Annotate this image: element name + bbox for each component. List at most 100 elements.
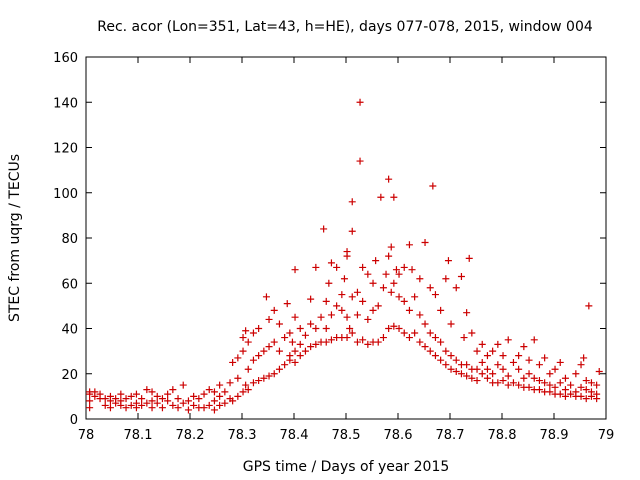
data-point (239, 347, 247, 355)
data-point (572, 388, 580, 396)
data-point (567, 390, 575, 398)
data-point (260, 374, 268, 382)
data-point (520, 343, 528, 351)
data-point (593, 390, 601, 398)
data-point (288, 338, 296, 346)
data-point (281, 334, 289, 342)
data-point (483, 352, 491, 360)
data-point (216, 401, 224, 409)
data-point (291, 266, 299, 274)
data-point (122, 404, 130, 412)
data-point (525, 383, 533, 391)
data-point (307, 320, 315, 328)
data-point (242, 327, 250, 335)
data-point (556, 379, 564, 387)
data-point (395, 270, 403, 278)
data-point (593, 381, 601, 389)
data-point (234, 392, 242, 400)
data-point (535, 361, 543, 369)
data-point (112, 395, 120, 403)
x-tick-label: 78.2 (176, 428, 205, 443)
data-point (473, 347, 481, 355)
chart-title: Rec. acor (Lon=351, Lat=43, h=HE), days … (97, 19, 593, 35)
data-point (190, 401, 198, 409)
data-point (561, 392, 569, 400)
data-point (447, 365, 455, 373)
data-point (465, 254, 473, 262)
data-point (359, 297, 367, 305)
data-point (372, 257, 380, 265)
data-point (226, 379, 234, 387)
data-point (255, 352, 263, 360)
data-point (478, 358, 486, 366)
data-point (148, 397, 156, 405)
data-point (322, 297, 330, 305)
data-point (353, 311, 361, 319)
data-point (312, 263, 320, 271)
data-point (327, 259, 335, 267)
data-point (483, 365, 491, 373)
data-point (395, 293, 403, 301)
data-point (179, 399, 187, 407)
y-tick-label: 120 (53, 142, 78, 157)
data-point (468, 329, 476, 337)
data-point (312, 340, 320, 348)
data-point (411, 293, 419, 301)
data-point (270, 306, 278, 314)
data-point (270, 338, 278, 346)
data-point (210, 397, 218, 405)
data-point (127, 392, 135, 400)
data-point (447, 352, 455, 360)
data-point (530, 374, 538, 382)
data-point (239, 334, 247, 342)
data-point (400, 297, 408, 305)
data-point (260, 347, 268, 355)
data-point (561, 386, 569, 394)
data-point (582, 386, 590, 394)
data-point (286, 329, 294, 337)
data-point (153, 399, 161, 407)
data-point (561, 374, 569, 382)
data-point (463, 309, 471, 317)
data-point (489, 347, 497, 355)
data-point (494, 340, 502, 348)
data-point (286, 352, 294, 360)
data-point (478, 370, 486, 378)
data-point (385, 252, 393, 260)
data-point (296, 325, 304, 332)
data-point (138, 401, 146, 409)
data-point (395, 325, 403, 332)
data-point (426, 284, 434, 292)
data-point (437, 338, 445, 346)
data-point (421, 320, 429, 328)
data-point (385, 325, 393, 332)
data-point (262, 293, 270, 301)
data-point (164, 397, 172, 405)
data-point (535, 377, 543, 385)
data-point (101, 401, 109, 409)
data-point (551, 383, 559, 391)
y-tick-label: 100 (53, 187, 78, 202)
data-point (179, 381, 187, 389)
data-point (587, 388, 595, 396)
data-point (494, 379, 502, 387)
data-point (369, 306, 377, 314)
data-point (301, 331, 309, 339)
data-point (457, 272, 465, 280)
data-point (216, 381, 224, 389)
data-point (348, 293, 356, 301)
data-point (499, 352, 507, 360)
data-point (382, 270, 390, 278)
y-tick-label: 40 (61, 323, 78, 338)
data-point (390, 322, 398, 330)
data-point (239, 388, 247, 396)
data-point (431, 334, 439, 342)
axis-ticks: 78 78.1 78.2 78.3 78.4 78.5 78.6 78.7 78.8 78.9 79… (53, 51, 614, 443)
data-point (400, 329, 408, 337)
data-point (504, 372, 512, 380)
data-point (444, 257, 452, 265)
data-point (86, 404, 94, 412)
data-point (473, 377, 481, 385)
data-point (158, 395, 166, 403)
data-point (541, 354, 549, 362)
